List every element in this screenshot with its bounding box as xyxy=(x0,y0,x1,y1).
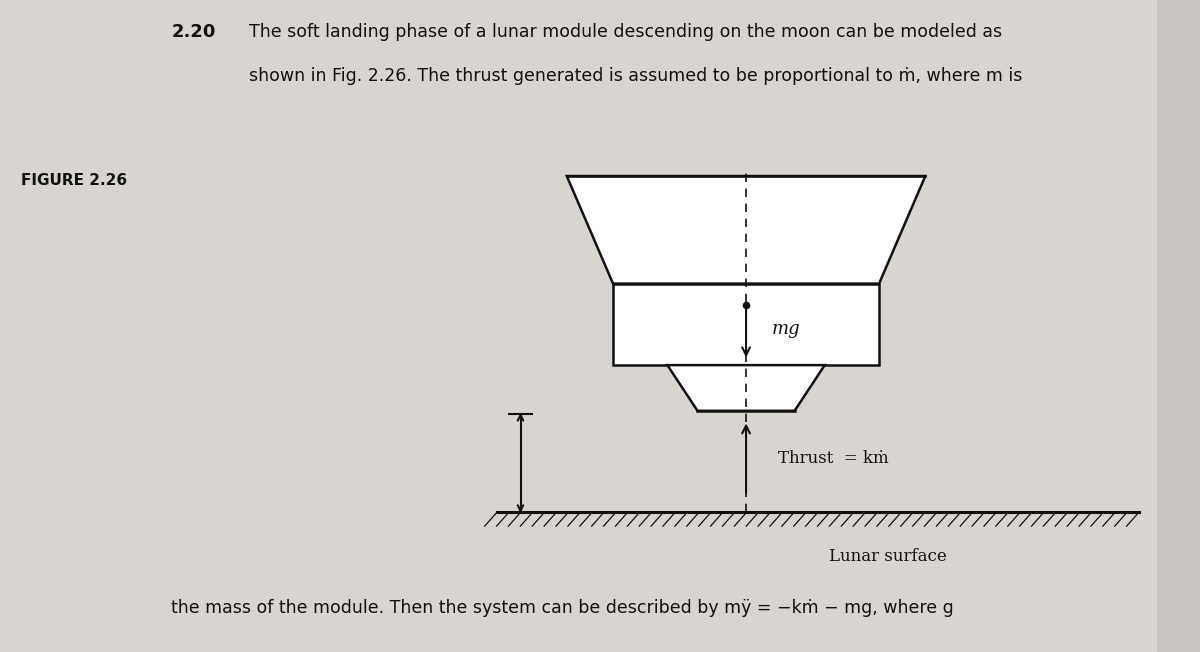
Text: Lunar surface: Lunar surface xyxy=(829,548,947,565)
Text: Thrust  = kṁ: Thrust = kṁ xyxy=(779,449,889,467)
Text: FIGURE 2.26: FIGURE 2.26 xyxy=(20,173,127,188)
Text: The soft landing phase of a lunar module descending on the moon can be modeled a: The soft landing phase of a lunar module… xyxy=(248,23,1002,41)
Text: the mass of the module. Then the system can be described by mÿ = −kṁ − mg, where: the mass of the module. Then the system … xyxy=(172,599,954,617)
Text: mg: mg xyxy=(772,320,800,338)
Bar xyxy=(613,284,880,365)
Text: shown in Fig. 2.26. The thrust generated is assumed to be proportional to ṁ, whe: shown in Fig. 2.26. The thrust generated… xyxy=(248,67,1022,85)
Polygon shape xyxy=(667,365,824,411)
Text: 2.20: 2.20 xyxy=(172,23,216,41)
Polygon shape xyxy=(566,176,925,284)
